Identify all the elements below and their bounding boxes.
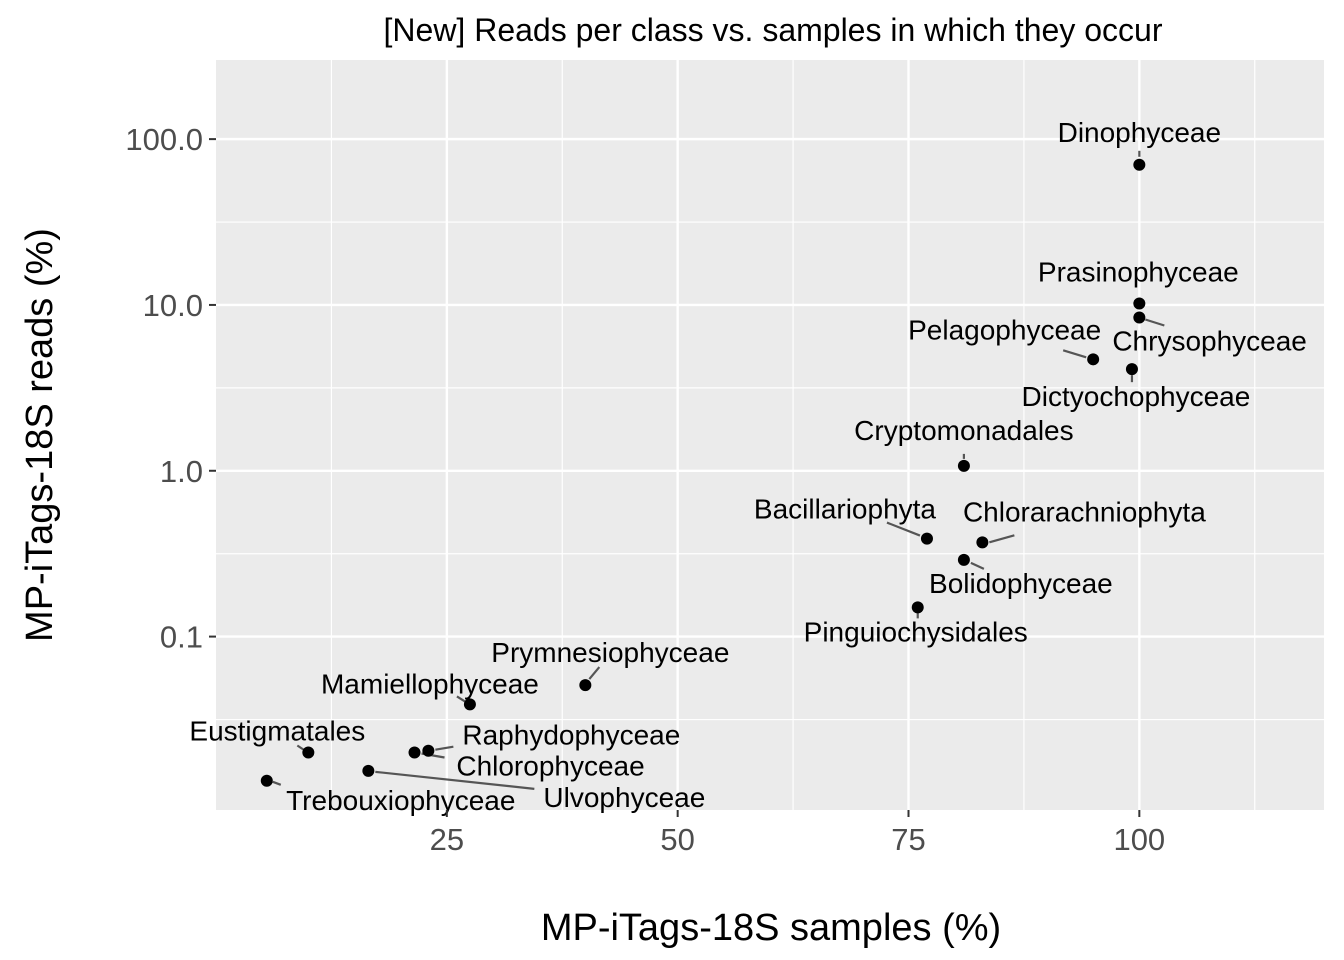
data-point xyxy=(1133,158,1146,171)
point-label: Chlorarachniophyta xyxy=(963,496,1206,527)
x-tick-label: 25 xyxy=(430,822,464,857)
label-segment xyxy=(272,780,282,786)
point-label: Mamiellophyceae xyxy=(321,668,539,699)
x-axis: 25 50 75 100 xyxy=(430,810,1165,857)
point-label: Ulvophyceae xyxy=(543,782,705,813)
data-point xyxy=(957,553,970,566)
point-label: Prymnesiophyceae xyxy=(491,637,729,668)
y-axis-title: MP-iTags-18S reads (%) xyxy=(19,228,61,642)
point-label: Prasinophyceae xyxy=(1038,257,1239,288)
label-segments xyxy=(272,150,1165,790)
data-point xyxy=(1133,311,1146,324)
point-label: Pelagophyceae xyxy=(908,314,1101,345)
data-point xyxy=(976,536,989,549)
label-segment xyxy=(375,770,535,790)
data-point xyxy=(422,744,435,757)
point-label: Pinguiochysidales xyxy=(804,616,1028,647)
point-labels: Dinophyceae Prasinophyceae Chrysophyceae Pe… xyxy=(189,117,1307,816)
chart-title: [New] Reads per class vs. samples in whi… xyxy=(384,12,1163,48)
label-segment xyxy=(1062,349,1087,359)
point-label: Chlorophyceae xyxy=(456,750,644,781)
x-axis-title: MP-iTags-18S samples (%) xyxy=(541,907,1001,949)
point-label: Trebouxiophyceae xyxy=(286,785,515,816)
data-point xyxy=(362,764,375,777)
grid-lines xyxy=(216,60,1324,810)
label-segment xyxy=(1145,318,1165,327)
data-point xyxy=(911,601,924,614)
data-point xyxy=(302,746,315,759)
point-label: Bacillariophyta xyxy=(754,494,937,525)
data-point xyxy=(260,774,273,787)
data-point xyxy=(957,459,970,472)
data-point xyxy=(920,532,933,545)
label-segment xyxy=(456,695,466,703)
y-tick-label: 0.1 xyxy=(160,620,203,655)
data-point xyxy=(1133,297,1146,310)
point-label: Eustigmatales xyxy=(189,715,365,746)
y-tick-label: 10.0 xyxy=(143,288,203,323)
data-point xyxy=(1087,353,1100,366)
label-segment xyxy=(970,561,985,570)
label-segment xyxy=(588,666,601,680)
x-tick-label: 75 xyxy=(891,822,925,857)
x-tick-label: 100 xyxy=(1113,822,1165,857)
x-tick-label: 50 xyxy=(660,822,694,857)
point-label: Raphydophyceae xyxy=(462,720,680,751)
y-tick-label: 100.0 xyxy=(125,122,203,157)
data-point xyxy=(1125,363,1138,376)
label-segment xyxy=(435,745,454,751)
point-label: Cryptomonadales xyxy=(854,415,1073,446)
label-segment xyxy=(296,744,304,751)
point-label: Bolidophyceae xyxy=(929,568,1113,599)
y-axis: 0.1 1.0 10.0 100.0 xyxy=(125,122,216,655)
data-points xyxy=(260,158,1146,787)
label-segment xyxy=(886,521,921,537)
y-tick-label: 1.0 xyxy=(160,454,203,489)
data-point xyxy=(408,746,421,759)
point-label: Dictyochophyceae xyxy=(1022,381,1251,412)
data-point xyxy=(579,679,592,692)
data-point xyxy=(463,698,476,711)
point-label: Chrysophyceae xyxy=(1112,325,1307,356)
point-label: Dinophyceae xyxy=(1058,117,1221,148)
label-segment xyxy=(989,534,1015,544)
